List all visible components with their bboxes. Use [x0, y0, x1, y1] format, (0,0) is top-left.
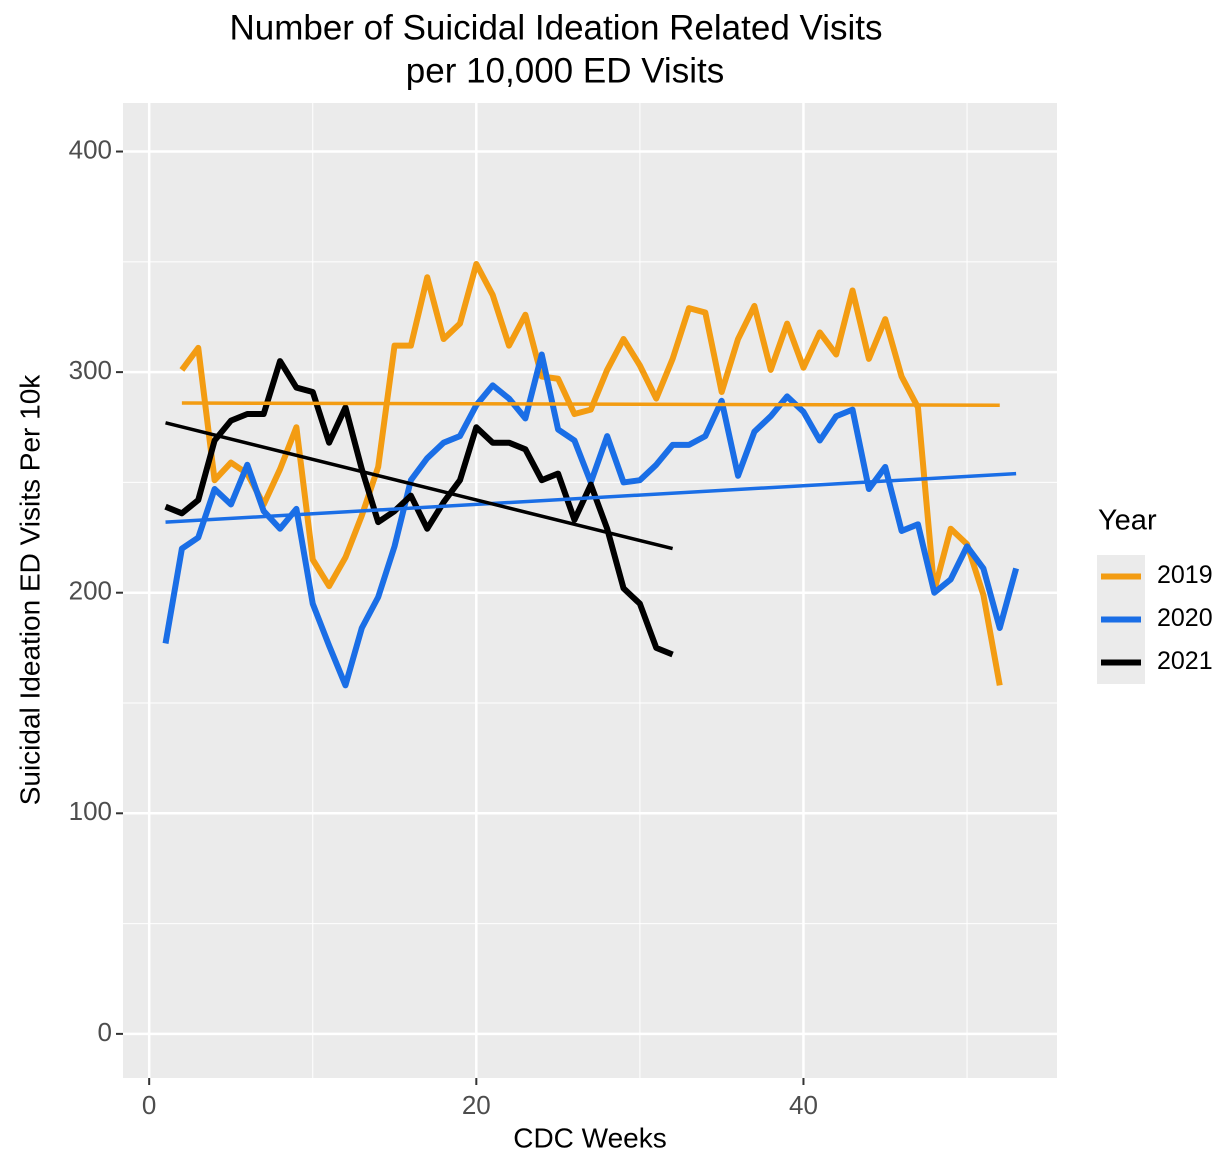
- data-line: [164, 358, 674, 658]
- legend-label: 2021: [1157, 647, 1213, 675]
- chart-title: per 10,000 ED Visits: [406, 51, 724, 90]
- plot-panel: [123, 103, 1057, 1078]
- trend-line: [165, 471, 1017, 524]
- data-line: [179, 261, 1003, 686]
- trend-line: [165, 421, 674, 551]
- y-tick-label: 400: [69, 134, 112, 164]
- x-tick-label: 20: [462, 1090, 491, 1120]
- y-tick-label: 100: [69, 796, 112, 826]
- legend-label: 2019: [1157, 561, 1213, 589]
- chart-title: Number of Suicidal Ideation Related Visi…: [229, 8, 882, 47]
- y-axis-title: Suicidal Ideation ED Visits Per 10k: [14, 374, 45, 806]
- legend-label: 2020: [1157, 604, 1213, 632]
- x-tick-label: 0: [142, 1090, 156, 1120]
- y-tick-label: 300: [69, 355, 112, 385]
- y-tick-label: 200: [69, 576, 112, 606]
- trend-line: [181, 401, 1000, 407]
- x-axis-title: CDC Weeks: [513, 1122, 667, 1153]
- legend-title: Year: [1098, 505, 1157, 537]
- y-tick-label: 0: [98, 1017, 112, 1047]
- x-tick-label: 40: [789, 1090, 818, 1120]
